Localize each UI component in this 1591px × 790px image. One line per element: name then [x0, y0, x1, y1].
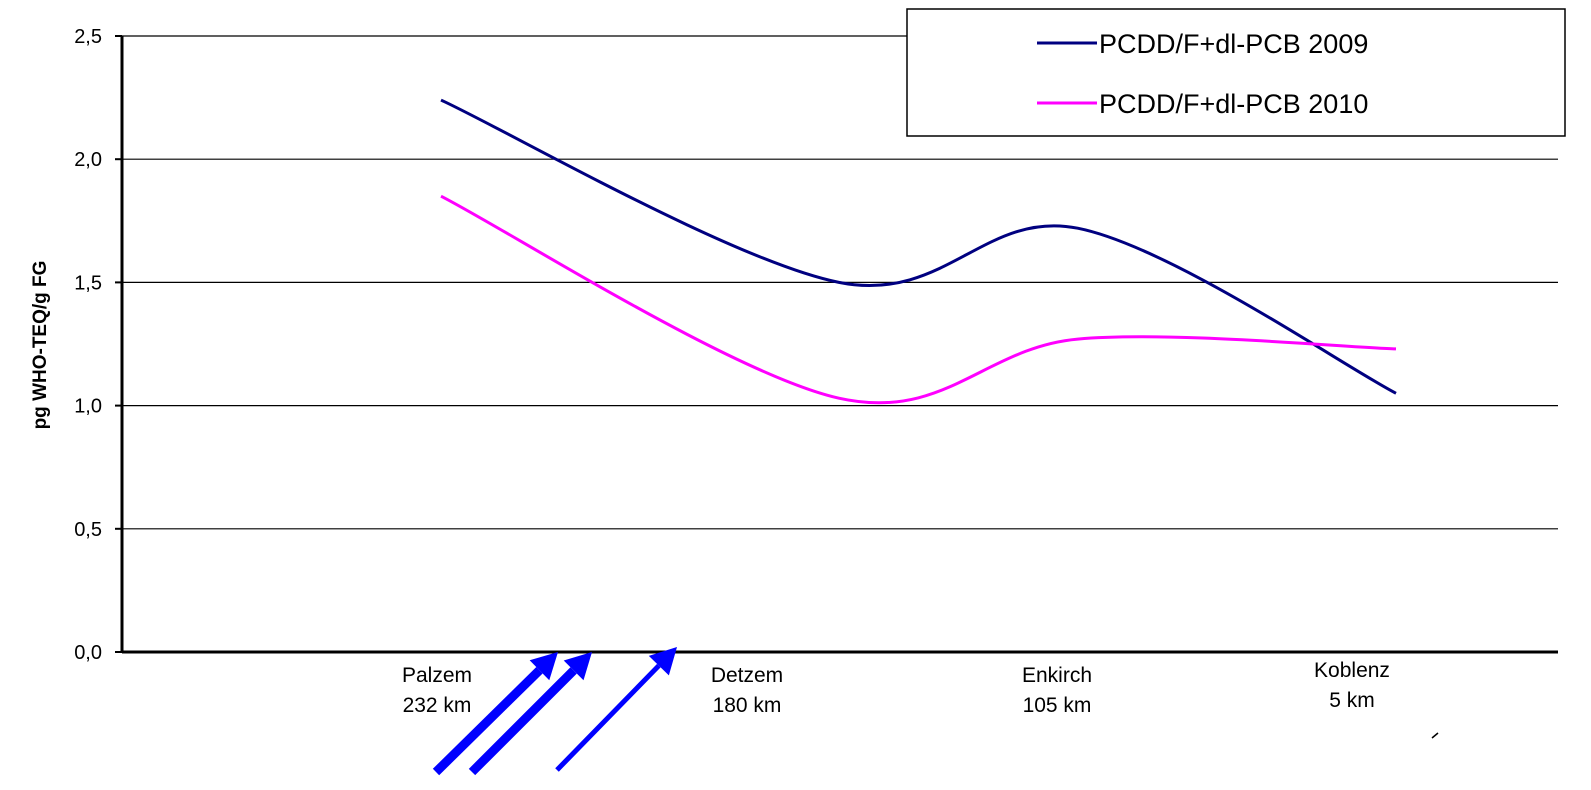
- legend-label: PCDD/F+dl-PCB 2009: [1099, 29, 1368, 59]
- y-tick-label: 1,5: [74, 272, 102, 294]
- y-tick-label: 0,0: [74, 642, 102, 664]
- annotation-arrowhead: [648, 647, 677, 676]
- series-lines: [440, 98, 1397, 405]
- y-tick-label: 2,0: [74, 149, 102, 171]
- legend: PCDD/F+dl-PCB 2009 PCDD/F+dl-PCB 2010: [906, 8, 1566, 137]
- axes: [115, 35, 1558, 654]
- series-line-2010: [440, 194, 1397, 405]
- annotation-arrow: [432, 667, 543, 776]
- y-tick-labels: 0,0 0,5 1,0 1,5 2,0 2,5: [74, 26, 102, 664]
- x-category-label: Koblenz: [1314, 659, 1390, 682]
- annotation-arrow: [468, 667, 577, 776]
- annotation-arrows: [432, 647, 677, 776]
- small-tick-mark: [1431, 732, 1439, 739]
- x-category-labels: Palzem 232 km Detzem 180 km Enkirch 105 km Kob…: [402, 659, 1390, 717]
- x-category-distance: 232 km: [403, 694, 472, 717]
- x-category-distance: 180 km: [713, 694, 782, 717]
- y-tick-label: 0,5: [74, 519, 102, 541]
- x-category-label: Palzem: [402, 664, 472, 687]
- legend-label: PCDD/F+dl-PCB 2010: [1099, 89, 1368, 119]
- annotation-arrowhead: [529, 652, 558, 681]
- y-axis-label: pg WHO-TEQ/g FG: [30, 261, 51, 430]
- annotation-arrowhead: [563, 652, 592, 681]
- x-category-distance: 105 km: [1023, 694, 1092, 717]
- x-category-distance: 5 km: [1329, 689, 1375, 712]
- y-tick-label: 1,0: [74, 396, 102, 418]
- y-tick-label: 2,5: [74, 26, 102, 48]
- legend-box: [906, 8, 1566, 137]
- x-category-label: Detzem: [711, 664, 783, 687]
- annotation-arrow: [555, 663, 661, 772]
- x-category-label: Enkirch: [1022, 664, 1092, 687]
- series-line-2009: [440, 98, 1397, 395]
